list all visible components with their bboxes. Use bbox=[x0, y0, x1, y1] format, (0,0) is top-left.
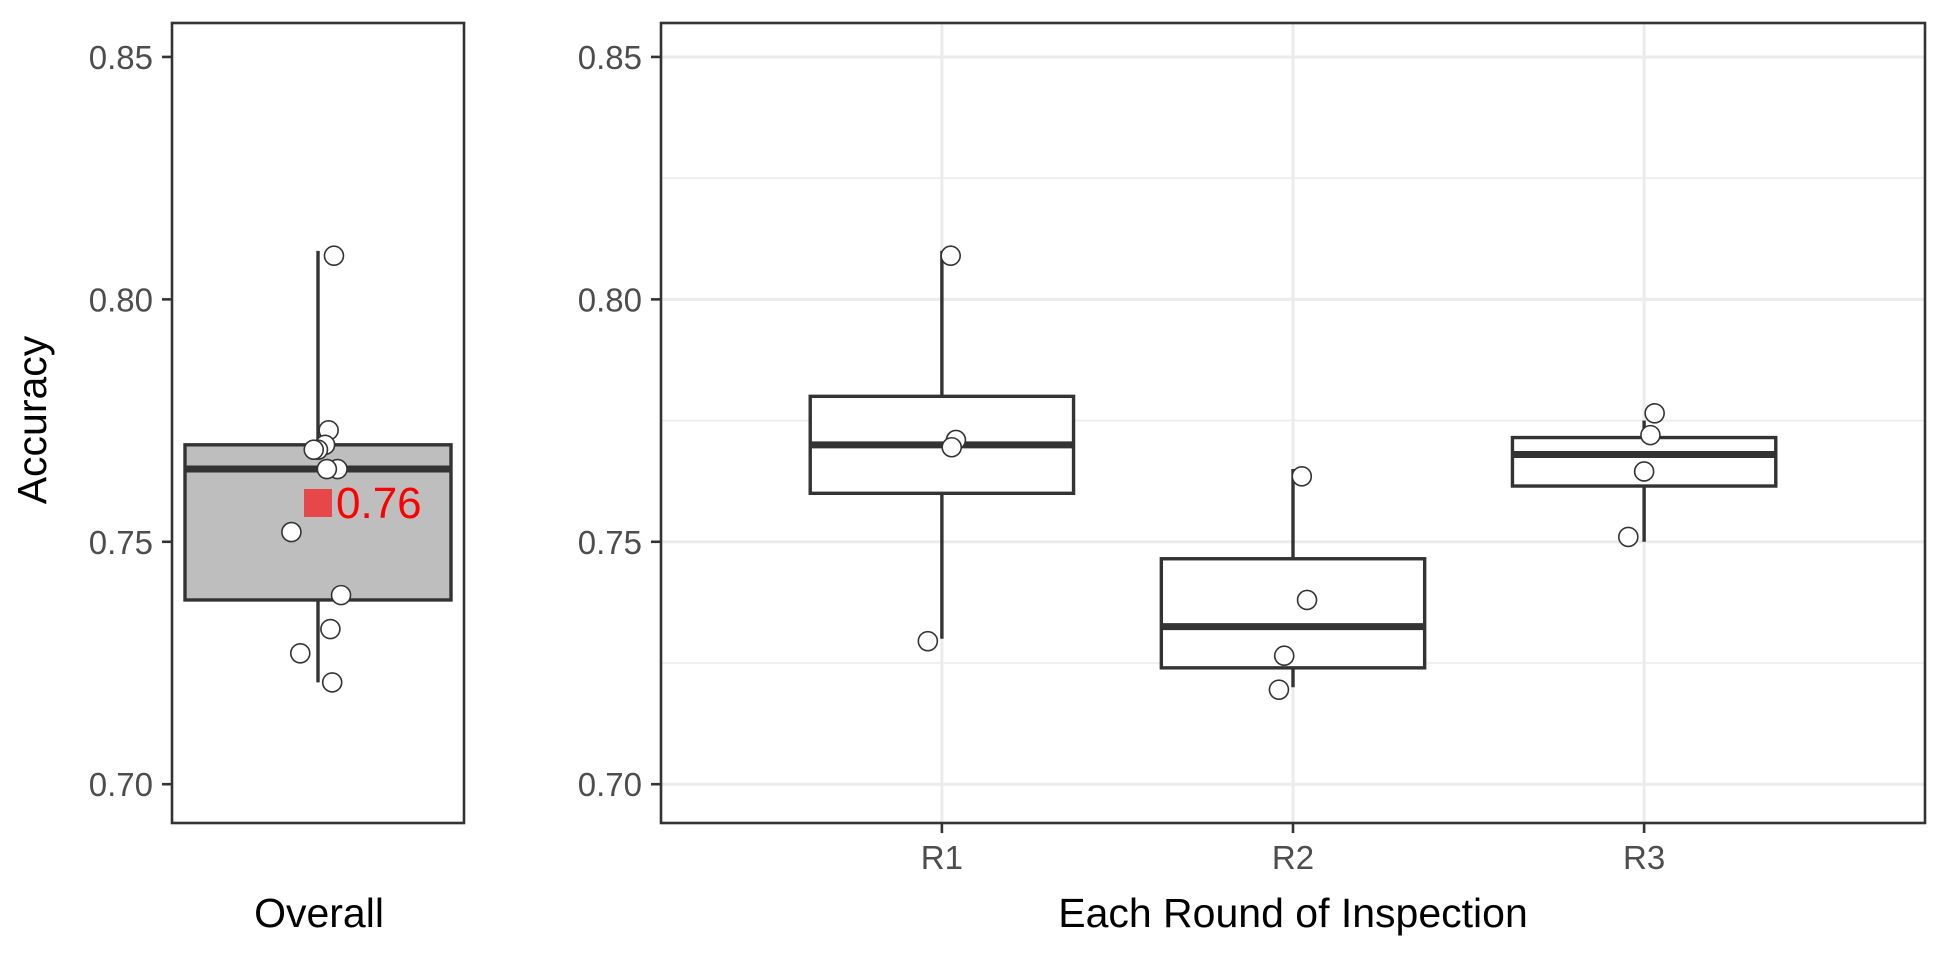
overall-data-point bbox=[320, 618, 341, 640]
overall-data-point bbox=[321, 672, 343, 693]
rounds-panel: 0.70 0.75 0.80 0.85 R1 R2 R3 bbox=[578, 21, 1927, 876]
rounds-x-tick-label: R2 bbox=[1272, 839, 1314, 876]
round-data-point bbox=[1618, 526, 1639, 548]
mean-marker bbox=[304, 489, 332, 517]
round-data-point bbox=[1268, 679, 1290, 700]
rounds-y-tick-label: 0.85 bbox=[578, 39, 642, 76]
rounds-y-tick-label: 0.70 bbox=[578, 766, 642, 803]
round-data-point bbox=[917, 630, 939, 652]
overall-y-tick-label: 0.85 bbox=[89, 39, 153, 76]
round-data-point bbox=[940, 245, 961, 267]
overall-panel: 0.70 0.75 0.80 0.85 0.76 bbox=[89, 21, 466, 825]
rounds-panel-border bbox=[659, 21, 1927, 825]
round-data-point bbox=[1273, 645, 1295, 667]
round-box bbox=[1159, 557, 1427, 670]
overall-data-point bbox=[316, 458, 338, 480]
overall-y-tick-label: 0.75 bbox=[89, 524, 153, 561]
rounds-x-axis-title: Each Round of Inspection bbox=[1058, 890, 1528, 936]
round-data-point bbox=[1640, 424, 1661, 446]
rounds-y-tick-label: 0.80 bbox=[578, 281, 642, 318]
overall-panel-border bbox=[170, 21, 466, 825]
rounds-y-tick-label: 0.75 bbox=[578, 524, 642, 561]
round-data-point bbox=[1291, 466, 1313, 487]
round-data-point bbox=[941, 436, 963, 458]
rounds-x-tick-label: R3 bbox=[1623, 839, 1665, 876]
overall-data-point bbox=[303, 439, 325, 460]
round-data-point bbox=[1644, 403, 1665, 424]
overall-data-point bbox=[323, 245, 345, 267]
mean-value-label: 0.76 bbox=[336, 479, 422, 528]
overall-x-axis-title: Overall bbox=[254, 890, 384, 936]
rounds-x-tick-label: R1 bbox=[921, 839, 963, 876]
overall-data-point bbox=[281, 521, 302, 543]
overall-y-tick-label: 0.80 bbox=[89, 281, 153, 318]
y-axis-title: Accuracy bbox=[9, 335, 55, 504]
round-data-point bbox=[1633, 461, 1655, 482]
overall-data-point bbox=[289, 643, 311, 664]
overall-y-tick-label: 0.70 bbox=[89, 766, 153, 803]
overall-data-point bbox=[330, 584, 352, 606]
round-data-point bbox=[1296, 589, 1318, 611]
